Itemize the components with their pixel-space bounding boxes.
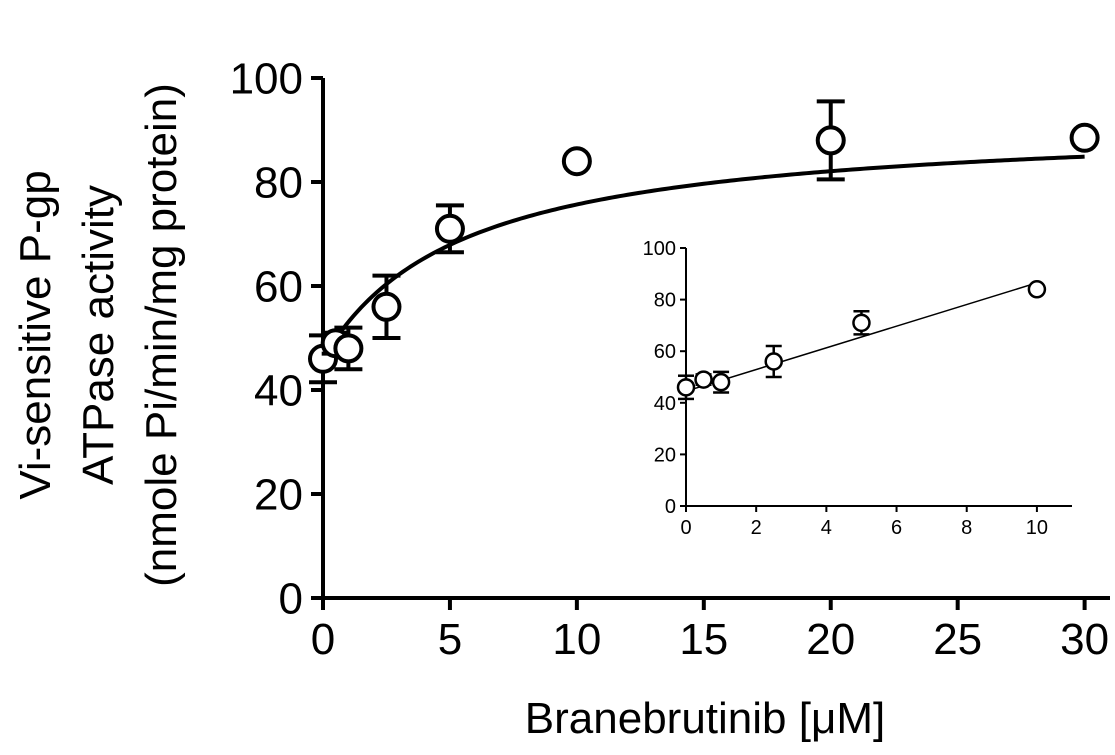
main-data-point — [434, 213, 465, 244]
inset-y-tick-label: 100 — [643, 238, 676, 260]
inset-data-point — [711, 372, 731, 392]
main-x-tick-label: 15 — [679, 615, 728, 664]
inset-x-tick-label: 2 — [751, 517, 762, 539]
x-axis-label: Branebrutinib [μM] — [525, 694, 885, 743]
inset-fit-curve — [685, 282, 1038, 392]
main-data-point — [815, 125, 846, 156]
main-y-tick-label: 60 — [254, 262, 303, 311]
main-x-tick-label: 10 — [552, 615, 601, 664]
main-y-tick-label: 80 — [254, 158, 303, 207]
main-x-tick-label: 25 — [933, 615, 982, 664]
main-x-tick-label: 0 — [311, 615, 335, 664]
main-y-tick-label: 40 — [254, 366, 303, 415]
main-data-point — [371, 291, 402, 322]
main-data-point — [333, 333, 364, 364]
inset-x-tick-label: 8 — [961, 517, 972, 539]
inset-data-point — [1027, 280, 1047, 299]
main-y-tick-label: 0 — [279, 574, 303, 623]
inset-data-point — [764, 352, 783, 371]
main-y-tick-label: 20 — [254, 470, 303, 519]
y-axis-label-line-3: (nmole Pi/min/mg protein) — [137, 83, 186, 587]
inset-data-point — [676, 378, 696, 397]
y-axis-label: Vi-sensitive P-gp ATPase activity (nmole… — [11, 83, 186, 587]
main-x-tick-label: 30 — [1060, 615, 1109, 664]
inset-x-tick-label: 4 — [821, 517, 832, 539]
inset-data-point — [852, 313, 871, 333]
inset-chart: 0 20 40 60 80 100 0 2 4 6 8 10 — [643, 238, 1072, 539]
y-axis-label-line-2: ATPase activity — [74, 185, 123, 485]
inset-y-tick-label: 80 — [654, 290, 676, 312]
y-axis-label-line-1: Vi-sensitive P-gp — [11, 170, 60, 499]
inset-y-tick-label: 40 — [654, 393, 676, 415]
main-y-tick-label: 100 — [230, 54, 303, 103]
inset-y-tick-label: 0 — [665, 496, 676, 518]
inset-x-tick-label: 10 — [1026, 517, 1048, 539]
main-x-tick-label: 20 — [806, 615, 855, 664]
main-data-point — [561, 146, 592, 177]
inset-y-tick-label: 60 — [654, 341, 676, 363]
inset-x-tick-label: 0 — [680, 517, 691, 539]
main-fit-curve — [321, 154, 1085, 360]
inset-y-tick-label: 20 — [654, 444, 676, 466]
inset-data-point — [694, 370, 713, 389]
inset-x-tick-label: 6 — [891, 517, 902, 539]
main-x-tick-label: 5 — [438, 615, 462, 664]
main-data-point — [1069, 122, 1100, 153]
